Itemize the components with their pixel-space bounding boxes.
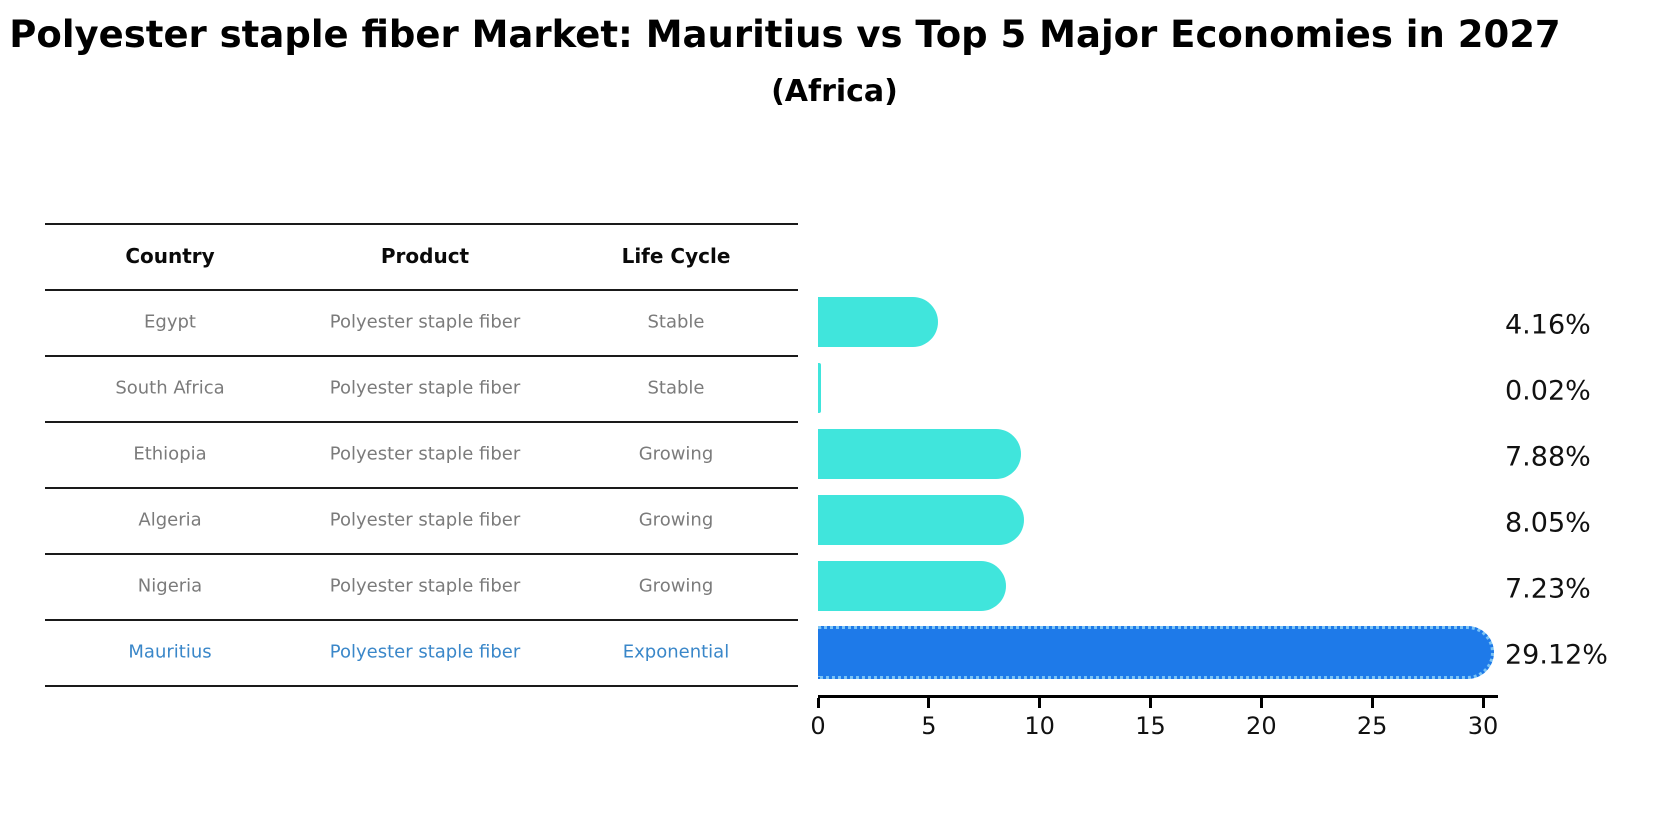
x-axis-tick-label: 10 [1024,712,1055,740]
value-label: 7.23% [1505,573,1591,605]
cell-country: Mauritius [128,641,212,663]
cell-life-cycle: Growing [638,575,714,597]
bar-egypt [818,297,938,347]
bar-south-africa [818,363,821,413]
cell-country: Ethiopia [133,443,207,465]
cell-product: Polyester staple fiber [329,443,521,465]
cell-country: Nigeria [137,575,203,597]
x-axis-tick-label: 5 [921,712,937,740]
chart-subtitle: (Africa) [771,74,898,109]
row-separator-line [45,487,798,489]
column-header-product: Product [380,244,470,268]
x-axis-tick [1370,698,1374,708]
x-axis-tick-label: 15 [1135,712,1166,740]
x-axis-tick [1038,698,1042,708]
bar-nigeria [818,561,1006,611]
x-axis-tick-label: 0 [810,712,826,740]
row-separator-line [45,289,798,291]
value-label: 4.16% [1505,309,1591,341]
value-label: 7.88% [1505,441,1591,473]
value-label: 8.05% [1505,507,1591,539]
cell-product: Polyester staple fiber [329,575,521,597]
cell-life-cycle: Growing [638,443,714,465]
bar-ethiopia [818,429,1021,479]
x-axis-tick [1259,698,1263,708]
x-axis-tick [1481,698,1485,708]
cell-product: Polyester staple fiber [329,509,521,531]
x-axis-tick-label: 20 [1246,712,1277,740]
cell-country: Algeria [138,509,202,531]
cell-product: Polyester staple fiber [329,641,521,663]
x-axis-tick [927,698,931,708]
column-header-country: Country [125,244,215,268]
bar-algeria [818,495,1024,545]
row-separator-line [45,685,798,687]
row-separator-line [45,223,798,225]
bar-mauritius [818,625,1494,679]
cell-product: Polyester staple fiber [329,377,521,399]
cell-country: South Africa [115,377,225,399]
cell-life-cycle: Growing [638,509,714,531]
chart-title: Polyester staple fiber Market: Mauritius… [9,13,1561,56]
row-separator-line [45,619,798,621]
row-separator-line [45,421,798,423]
cell-country: Egypt [144,311,196,333]
cell-life-cycle: Exponential [622,641,730,663]
x-axis-line [818,695,1498,698]
value-label: 0.02% [1505,375,1591,407]
cell-life-cycle: Stable [647,311,705,333]
x-axis-tick-label: 30 [1467,712,1499,740]
column-header-life-cycle: Life Cycle [621,244,731,268]
row-separator-line [45,553,798,555]
cell-life-cycle: Stable [647,377,705,399]
cell-product: Polyester staple fiber [329,311,521,333]
x-axis-tick [816,698,820,708]
row-separator-line [45,355,798,357]
x-axis-tick [1149,698,1152,708]
x-axis-tick-label: 25 [1356,712,1388,740]
value-label: 29.12% [1505,639,1608,671]
